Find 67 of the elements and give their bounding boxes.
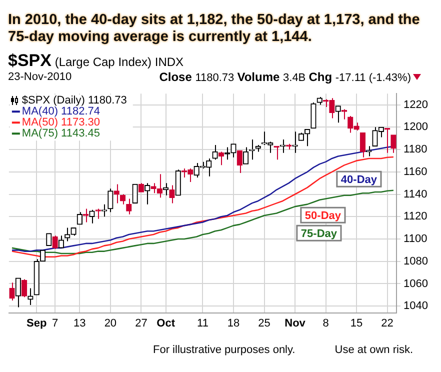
- y-tick-label: 1140: [404, 188, 428, 200]
- legend-label: $SPX (Daily) 1180.73: [22, 94, 127, 107]
- candlestick: [236, 150, 242, 174]
- y-tick-label: 1100: [404, 233, 428, 246]
- x-tick-label: Nov: [284, 317, 306, 330]
- x-tick-label: 20: [104, 317, 117, 330]
- y-tick-label: 1040: [404, 300, 428, 312]
- chart-title: In 2010, the 40-day sits at 1,182, the 50-day at 1,173, and the 75-day moving average is currently at 1,144.: [8, 11, 421, 47]
- annotation: 40-Day: [340, 174, 378, 186]
- candlestick: [341, 108, 348, 120]
- candlestick: [95, 208, 101, 220]
- candlestick: [21, 278, 28, 298]
- y-tick-label: 1180: [404, 144, 428, 156]
- candlestick: [114, 184, 120, 204]
- text: Close 1180.73 Volume 3.4B Chg -17.11 (-1.43%): [159, 70, 411, 84]
- y-tick-label: 1200: [404, 121, 428, 134]
- legend-label: MA(40) 1182.74: [22, 106, 100, 118]
- candlestick: [28, 288, 34, 306]
- x-tick-label: 8: [322, 317, 329, 330]
- x-tick-label: Sep: [26, 317, 47, 330]
- y-tick-label: 1120: [404, 210, 428, 223]
- text: Use at own risk.: [334, 344, 413, 356]
- candlestick: [360, 132, 366, 158]
- x-tick-label: 13: [74, 317, 86, 330]
- candlestick: [108, 188, 114, 213]
- x-tick-label: 11: [197, 317, 208, 330]
- y-tick-label: 1220: [404, 98, 428, 111]
- annotation: 75-Day: [300, 228, 338, 240]
- x-tick-label: 25: [258, 317, 270, 330]
- candlestick: [101, 204, 108, 218]
- legend-label: MA(50) 1173.30: [22, 116, 100, 129]
- candlestick: [9, 282, 15, 301]
- y-tick-label: 1060: [404, 278, 428, 290]
- candlestick: [46, 232, 52, 246]
- candlestick: [15, 278, 21, 308]
- candlestick: [83, 208, 89, 223]
- x-tick-label: 27: [135, 317, 148, 330]
- annotation: 50-Day: [304, 210, 342, 222]
- candlestick: [58, 235, 64, 248]
- x-tick-label: 7: [52, 317, 58, 330]
- candlestick: [212, 144, 218, 160]
- candlestick: [218, 151, 224, 166]
- text: 23-Nov-2010: [8, 71, 72, 83]
- x-tick-label: Oct: [156, 317, 176, 330]
- x-tick-label: 18: [227, 317, 240, 330]
- y-tick-label: 1080: [404, 255, 428, 268]
- text: For illustrative purposes only.: [153, 344, 296, 356]
- x-tick-label: 22: [381, 317, 394, 330]
- candlestick: [169, 184, 175, 204]
- candlestick: [120, 194, 126, 205]
- x-tick-label: 15: [350, 317, 363, 330]
- candlestick: [249, 138, 255, 160]
- candlestick: [52, 235, 58, 250]
- candlestick: [242, 146, 249, 165]
- candlestick: [76, 212, 83, 225]
- candlestick: [310, 102, 316, 129]
- y-tick-label: 1160: [404, 166, 428, 178]
- chart-subtitle: $SPX (Large Cap Index) INDX: [8, 51, 184, 70]
- candlestick: [64, 227, 70, 242]
- candlestick: [126, 198, 132, 215]
- candlestick: [132, 184, 138, 204]
- legend-label: MA(75) 1143.45: [22, 128, 100, 140]
- candlestick: [162, 182, 169, 196]
- candlestick: [144, 182, 150, 205]
- candlestick: [89, 209, 95, 224]
- candlestick: [175, 169, 181, 196]
- candlestick: [335, 105, 341, 124]
